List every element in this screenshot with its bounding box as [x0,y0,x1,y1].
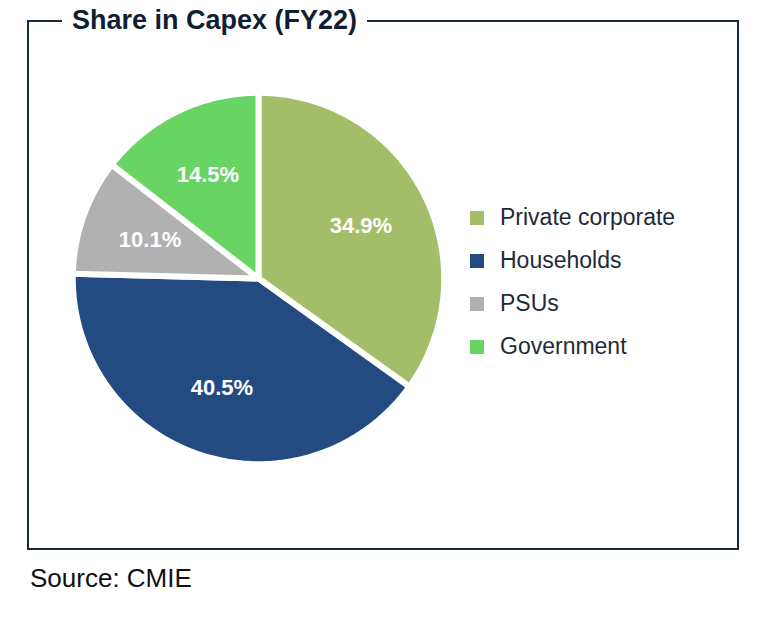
svg-text:40.5%: 40.5% [191,375,253,400]
html-text:Households: Households [500,247,622,273]
svg-text:34.9%: 34.9% [330,213,392,238]
html-text:Government: Government [500,333,627,359]
svg-text:10.1%: 10.1% [119,227,181,252]
html-text:Share in Capex (FY22): Share in Capex (FY22) [72,5,358,35]
svg-text:14.5%: 14.5% [177,162,239,187]
html-text:Private corporate: Private corporate [500,204,676,230]
html-text:Source: CMIE: Source: CMIE [30,563,192,593]
html-text:PSUs: PSUs [500,290,559,316]
